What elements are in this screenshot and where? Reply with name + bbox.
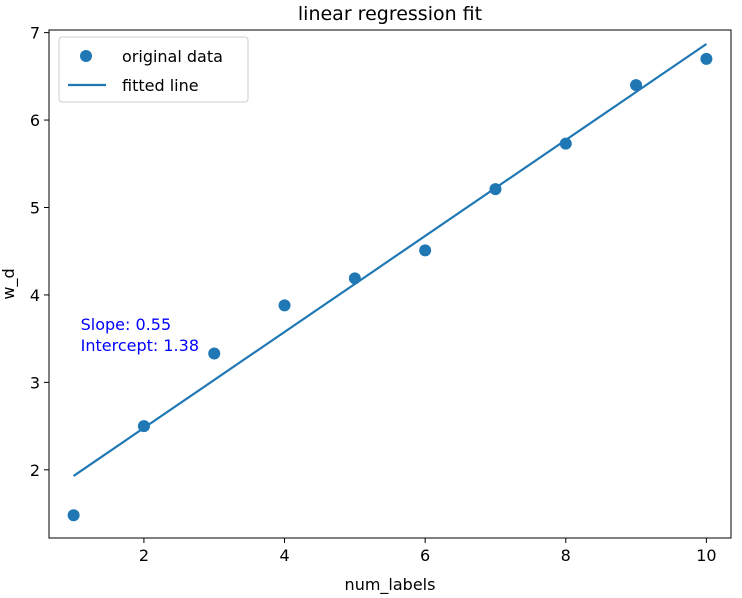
x-axis: 2 4 6 8 10 — [139, 538, 717, 565]
x-tick-label: 4 — [279, 546, 289, 565]
x-tick-label: 8 — [561, 546, 571, 565]
data-point — [630, 79, 643, 92]
y-tick-label: 5 — [30, 198, 40, 217]
annotation-text: Slope: 0.55 — [81, 315, 172, 334]
legend: original data fitted line — [58, 36, 249, 103]
legend-marker-scatter — [80, 50, 92, 62]
y-axis: 2 3 4 5 6 7 — [30, 24, 49, 480]
annotation-text: Intercept: 1.38 — [81, 336, 199, 355]
data-point — [348, 272, 361, 285]
plot-area-frame — [48, 29, 732, 539]
y-tick-label: 2 — [30, 461, 40, 480]
data-point — [489, 183, 502, 196]
data-point — [208, 347, 221, 360]
y-tick-label: 4 — [30, 286, 40, 305]
series-layer — [67, 43, 713, 522]
data-point — [419, 244, 432, 257]
y-tick-label: 7 — [30, 24, 40, 43]
x-tick-label: 6 — [420, 546, 430, 565]
data-point — [67, 509, 80, 522]
fitted-line — [72, 43, 708, 477]
y-tick-label: 6 — [30, 111, 40, 130]
y-tick-label: 3 — [30, 373, 40, 392]
data-point — [559, 137, 572, 150]
x-tick-label: 2 — [139, 546, 149, 565]
chart-title: linear regression fit — [298, 3, 482, 25]
y-axis-label: w_d — [0, 268, 19, 299]
legend-label: original data — [122, 47, 223, 66]
annotation-layer: Slope: 0.55 Intercept: 1.38 — [81, 315, 199, 355]
legend-label: fitted line — [122, 76, 199, 95]
data-point — [278, 299, 291, 312]
x-axis-label: num_labels — [345, 575, 436, 595]
data-point — [137, 420, 150, 433]
data-point — [700, 52, 713, 65]
x-tick-label: 10 — [696, 546, 716, 565]
legend-box — [58, 36, 249, 103]
